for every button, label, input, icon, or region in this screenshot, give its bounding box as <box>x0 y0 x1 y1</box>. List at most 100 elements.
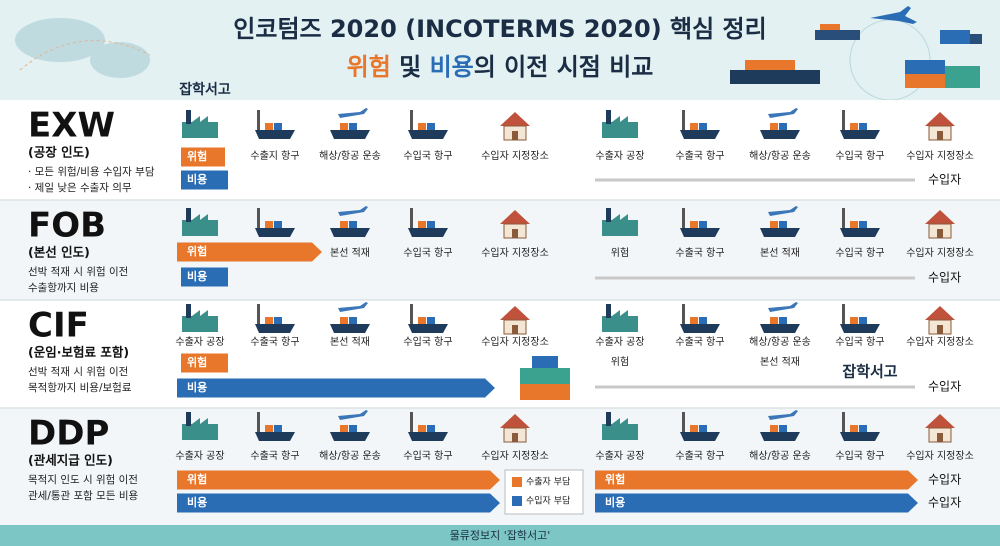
title: 인코텀즈 2020 (INCOTERMS 2020) 핵심 정리 <box>233 15 766 43</box>
bar <box>177 378 495 398</box>
icon-part <box>408 432 448 441</box>
icon <box>182 110 218 138</box>
legend-label: 수출자 부담 <box>526 476 570 488</box>
icon-part <box>850 425 858 432</box>
icon-part <box>255 228 295 237</box>
right-label: 수입국 항구 <box>835 449 884 462</box>
icon-part <box>338 206 368 216</box>
icon-part <box>842 304 845 324</box>
row-code: FOB <box>28 206 106 246</box>
left-label: 수입자 지정장소 <box>481 246 549 259</box>
left-label: 수입국 항구 <box>403 449 452 462</box>
left-label: 수입국 항구 <box>403 149 452 162</box>
icon-part <box>925 112 955 126</box>
right-label: 수입자 지정장소 <box>906 335 974 348</box>
left-label: 본선 적재 <box>330 336 370 348</box>
icon-part <box>349 221 357 228</box>
icon-part <box>186 208 191 222</box>
icon-part <box>699 123 707 130</box>
right-label: 수입자 지정장소 <box>906 449 974 462</box>
bar <box>177 242 322 262</box>
icon-part <box>427 317 435 324</box>
bar <box>595 470 918 490</box>
right-label: 수출자 공장 <box>595 336 644 348</box>
container <box>532 356 558 368</box>
icon-part <box>265 425 273 432</box>
icon-part <box>340 221 348 228</box>
end-label: 수입자 <box>928 380 961 394</box>
left-label: 수입자 지정장소 <box>481 449 549 462</box>
subtitle-risk: 위험 <box>347 53 391 81</box>
icon-part <box>859 317 867 324</box>
icon <box>680 412 720 441</box>
left-label: 수입국 항구 <box>403 335 452 348</box>
icon-part <box>257 208 260 228</box>
icon-part <box>760 228 800 237</box>
icon-part <box>500 414 530 428</box>
icon-part <box>408 324 448 333</box>
right-label: 위험 <box>611 355 629 368</box>
right-label: 해상/항공 운송 <box>749 335 811 348</box>
icon-part <box>840 324 880 333</box>
icon-part <box>606 208 611 222</box>
icon-part <box>602 122 638 138</box>
bar-label: 비용 <box>605 495 625 509</box>
icon-part <box>265 317 273 324</box>
icon-part <box>265 123 273 130</box>
icon <box>500 414 530 443</box>
icon-part <box>500 210 530 224</box>
icon-part <box>680 432 720 441</box>
icon-part <box>606 304 611 318</box>
icon-part <box>427 425 435 432</box>
legend-swatch <box>512 477 522 487</box>
icon-part <box>779 221 787 228</box>
icon-part <box>768 302 798 312</box>
icon-part <box>330 228 370 237</box>
row-code: CIF <box>28 306 89 346</box>
icon-part <box>840 432 880 441</box>
icon-part <box>602 220 638 236</box>
icon-part <box>690 317 698 324</box>
right-label: 위험 <box>611 246 629 259</box>
subtitle: 위험 및 비용의 이전 시점 비교 <box>347 53 654 81</box>
icon-part <box>255 324 295 333</box>
icon-part <box>418 425 426 432</box>
icon-part <box>274 123 282 130</box>
icon-part <box>850 221 858 228</box>
icon-part <box>427 221 435 228</box>
icon-part <box>937 131 943 140</box>
row-subtitle: (공장 인도) <box>28 145 90 160</box>
bar <box>595 493 918 513</box>
icon-part <box>779 123 787 130</box>
icon <box>255 412 295 441</box>
icon-part <box>418 221 426 228</box>
bar-label: 비용 <box>187 269 207 283</box>
icon-part <box>410 304 413 324</box>
icon-part <box>330 324 370 333</box>
right-label: 수입국 항구 <box>835 335 884 348</box>
row-bg <box>0 100 1000 200</box>
header-illustration <box>730 6 982 101</box>
icon-part <box>680 130 720 139</box>
icon <box>925 414 955 443</box>
right-label: 수입국 항구 <box>835 246 884 259</box>
icon-part <box>699 221 707 228</box>
icon-part <box>186 110 191 124</box>
icon-part <box>408 130 448 139</box>
icon <box>602 208 638 236</box>
bar-label: 비용 <box>187 380 207 394</box>
icon-part <box>840 228 880 237</box>
icon-part <box>182 220 218 236</box>
icon <box>840 304 880 333</box>
icon <box>182 304 218 332</box>
icon-part <box>680 228 720 237</box>
icon-part <box>255 432 295 441</box>
bar <box>177 470 500 490</box>
subtitle-cost: 비용 <box>430 53 474 81</box>
icon <box>925 210 955 239</box>
bar-label: 비용 <box>187 172 207 186</box>
icon-part <box>925 306 955 320</box>
icon-part <box>349 317 357 324</box>
icon-part <box>682 412 685 432</box>
icon-part <box>779 317 787 324</box>
